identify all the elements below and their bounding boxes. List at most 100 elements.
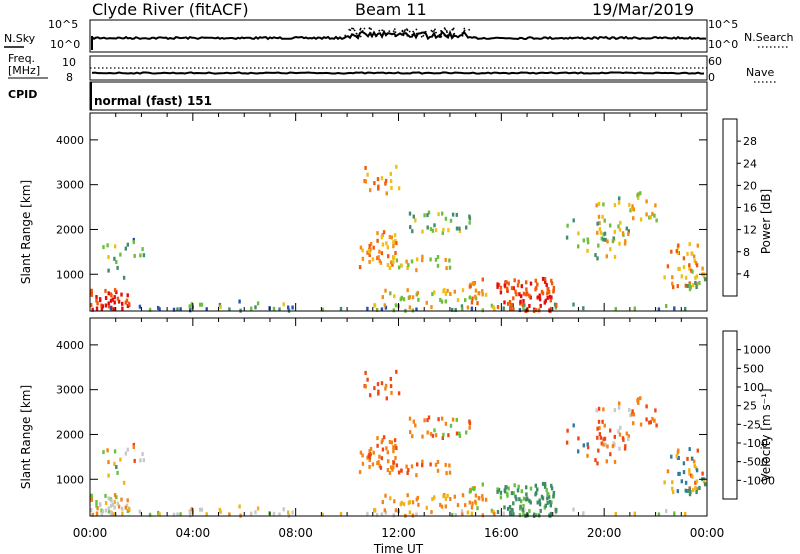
data-cell bbox=[496, 510, 500, 514]
data-cell bbox=[624, 239, 627, 244]
data-cell bbox=[654, 408, 657, 413]
data-cell bbox=[369, 452, 372, 457]
data-cell bbox=[138, 509, 142, 514]
data-cell bbox=[414, 423, 417, 428]
data-cell bbox=[454, 308, 457, 312]
nsky-point bbox=[468, 28, 471, 31]
data-cell bbox=[442, 432, 445, 437]
data-cell bbox=[490, 303, 494, 308]
data-cell bbox=[126, 447, 129, 452]
x-tick-label: 16:00 bbox=[484, 526, 519, 540]
data-cell bbox=[116, 470, 119, 475]
cpid-label: CPID bbox=[8, 88, 38, 101]
data-cell bbox=[651, 211, 654, 216]
data-cell bbox=[116, 265, 119, 270]
data-cell bbox=[451, 212, 455, 217]
data-cell bbox=[481, 289, 484, 294]
data-cell bbox=[382, 230, 386, 235]
data-cell bbox=[442, 494, 445, 499]
data-cell bbox=[529, 281, 533, 286]
data-cell bbox=[528, 498, 531, 503]
data-cell bbox=[470, 511, 474, 516]
data-cell bbox=[395, 241, 398, 246]
data-cell bbox=[426, 430, 429, 435]
data-cell bbox=[115, 495, 118, 500]
data-cell bbox=[597, 243, 600, 248]
data-cell bbox=[238, 299, 241, 304]
data-cell bbox=[582, 306, 585, 311]
data-cell bbox=[98, 502, 102, 507]
data-cell bbox=[408, 211, 412, 216]
data-cell bbox=[522, 306, 525, 311]
data-cell bbox=[639, 396, 642, 401]
data-cell bbox=[111, 502, 114, 507]
data-cell bbox=[670, 454, 673, 459]
data-cell bbox=[540, 289, 544, 294]
data-cell bbox=[392, 260, 395, 265]
data-cell bbox=[496, 305, 500, 309]
data-cell bbox=[602, 237, 605, 242]
data-cell bbox=[613, 254, 617, 259]
data-cell bbox=[434, 228, 438, 233]
data-cell bbox=[630, 207, 634, 212]
data-cell bbox=[596, 435, 599, 440]
data-cell bbox=[618, 432, 622, 437]
nsky-point bbox=[416, 34, 419, 37]
data-cell bbox=[394, 456, 397, 460]
data-cell bbox=[603, 423, 606, 428]
data-cell bbox=[113, 449, 117, 454]
data-cell bbox=[366, 306, 369, 311]
data-cell bbox=[380, 512, 384, 517]
nsky-point bbox=[352, 33, 355, 36]
data-cell bbox=[474, 294, 477, 299]
data-cell bbox=[375, 512, 379, 517]
nsky-point bbox=[353, 29, 356, 32]
data-cell bbox=[534, 278, 537, 283]
data-cell bbox=[107, 473, 110, 478]
data-cell bbox=[179, 307, 182, 312]
data-cell bbox=[199, 507, 202, 512]
data-cell bbox=[394, 508, 398, 513]
data-cell bbox=[408, 295, 411, 300]
data-cell bbox=[517, 279, 520, 284]
data-cell bbox=[384, 383, 388, 388]
data-cell bbox=[381, 500, 384, 505]
data-cell bbox=[367, 454, 370, 458]
x-tick-label: 04:00 bbox=[176, 526, 211, 540]
data-cell bbox=[417, 297, 420, 302]
data-cell bbox=[682, 470, 686, 475]
nave-tick-low: 0 bbox=[708, 71, 715, 84]
data-cell bbox=[663, 480, 666, 485]
data-cell bbox=[671, 281, 674, 286]
data-cell bbox=[426, 225, 429, 230]
data-cell bbox=[548, 499, 552, 504]
data-cell bbox=[503, 283, 506, 288]
data-cell bbox=[609, 247, 612, 252]
data-cell bbox=[548, 513, 551, 518]
data-cell bbox=[619, 425, 622, 430]
data-cell bbox=[369, 393, 372, 398]
data-cell bbox=[91, 307, 94, 312]
data-cell bbox=[618, 241, 621, 246]
data-cell bbox=[158, 307, 161, 312]
data-cell bbox=[474, 499, 477, 504]
nsky-point bbox=[392, 30, 395, 32]
data-cell bbox=[686, 284, 689, 288]
nsearch-tick-low: 10^0 bbox=[708, 38, 739, 51]
nsky-point bbox=[370, 32, 372, 34]
data-cell bbox=[113, 288, 117, 293]
data-cell bbox=[552, 490, 556, 495]
data-cell bbox=[631, 409, 634, 414]
data-cell bbox=[282, 302, 285, 307]
data-cell bbox=[695, 274, 699, 279]
nsky-point bbox=[406, 34, 409, 37]
data-cell bbox=[513, 483, 516, 488]
data-cell bbox=[665, 304, 668, 308]
data-cell bbox=[395, 463, 399, 468]
data-cell bbox=[688, 242, 691, 247]
data-cell bbox=[648, 420, 651, 425]
data-cell bbox=[565, 440, 569, 445]
data-cell bbox=[621, 436, 625, 441]
data-cell bbox=[98, 297, 102, 302]
data-cell bbox=[397, 391, 401, 396]
